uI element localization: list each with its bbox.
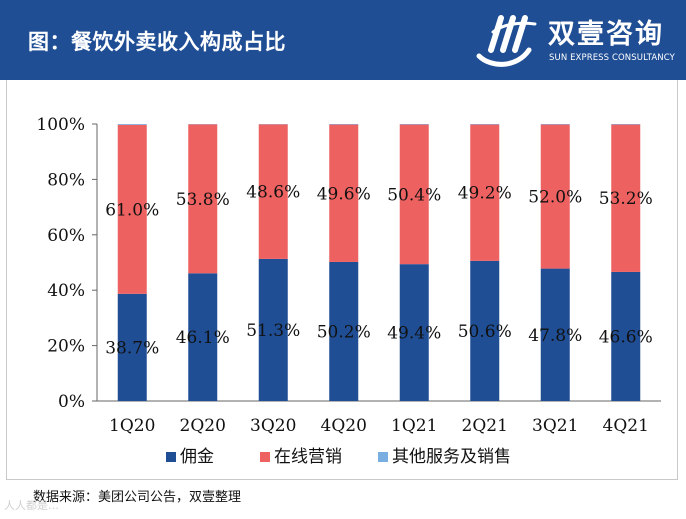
y-tick-label: 100% [36,115,85,135]
data-label: 49.6% [317,184,371,204]
data-label: 50.2% [317,322,371,342]
data-label: 50.6% [458,322,512,342]
bar-segment [470,260,500,401]
bar-segment [258,258,288,401]
x-tick-label: 1Q20 [109,416,155,436]
bar-segment [540,124,570,269]
bar-segment [540,124,570,125]
y-tick-label: 0% [58,392,85,412]
stacked-bar-chart: 0% 20% 40% 60% 80% 100% 38.7% 61.0% 1Q20 46.1% 53.… [36,115,661,467]
bar-segment [188,273,218,401]
data-label: 48.6% [246,183,300,203]
bar-segment [258,124,288,259]
data-label: 53.2% [599,189,653,209]
brand-subtitle: SUN EXPRESS CONSULTANCY [549,53,675,63]
x-tick-label: 1Q21 [391,416,437,436]
brand-logo-icon [476,15,537,67]
legend-swatch [378,452,388,462]
bar-segment [117,124,147,294]
bar-segment [329,261,359,401]
bar-segment [611,124,641,125]
bar-segment [399,264,429,401]
legend-label: 在线营销 [274,447,342,467]
x-tick-label: 3Q21 [532,416,578,436]
watermark: 人人都是… [4,499,59,512]
data-label: 49.2% [458,184,512,204]
y-tick-label: 80% [47,170,85,190]
data-label: 49.4% [387,324,441,344]
bar-segment [470,124,500,125]
x-tick-label: 2Q20 [180,416,226,436]
bar-segment [399,124,429,265]
data-label: 47.8% [528,326,582,346]
data-label: 52.0% [528,188,582,208]
bar-segment [329,124,359,125]
bar-segment [399,124,429,125]
legend-swatch [166,452,176,462]
legend-swatch [260,452,270,462]
brand-name: 双壹咨询 [548,19,664,50]
data-label: 46.1% [176,328,230,348]
data-label: 38.7% [105,338,159,358]
bar-segment [188,124,218,274]
legend-label: 佣金 [180,447,214,467]
source-note: 数据来源：美团公司公告，双壹整理 [33,490,242,505]
x-tick-label: 4Q21 [603,416,649,436]
bar-segment [470,124,500,261]
bar-segment [611,271,641,401]
x-tick-label: 3Q20 [250,416,296,436]
data-label: 51.3% [246,321,300,341]
page-title: 图：餐饮外卖收入构成占比 [28,30,286,54]
bar-segment [117,293,147,401]
legend-label: 其他服务及销售 [392,447,511,467]
data-label: 46.6% [599,327,653,347]
bar-segment [117,124,147,125]
y-tick-label: 40% [47,281,85,301]
x-tick-label: 2Q21 [462,416,508,436]
bar-segment [540,268,570,401]
data-label: 50.4% [387,185,441,205]
y-tick-label: 20% [47,337,85,357]
header-banner: 图：餐饮外卖收入构成占比 双壹咨询 SUN EXPRESS CONSULTANC… [0,0,686,80]
data-label: 61.0% [105,200,159,220]
y-tick-label: 60% [47,226,85,246]
x-tick-label: 4Q20 [321,416,367,436]
bar-segment [611,124,641,272]
data-label: 53.8% [176,190,230,210]
chart-frame [6,80,678,480]
bar-segment [329,124,359,262]
